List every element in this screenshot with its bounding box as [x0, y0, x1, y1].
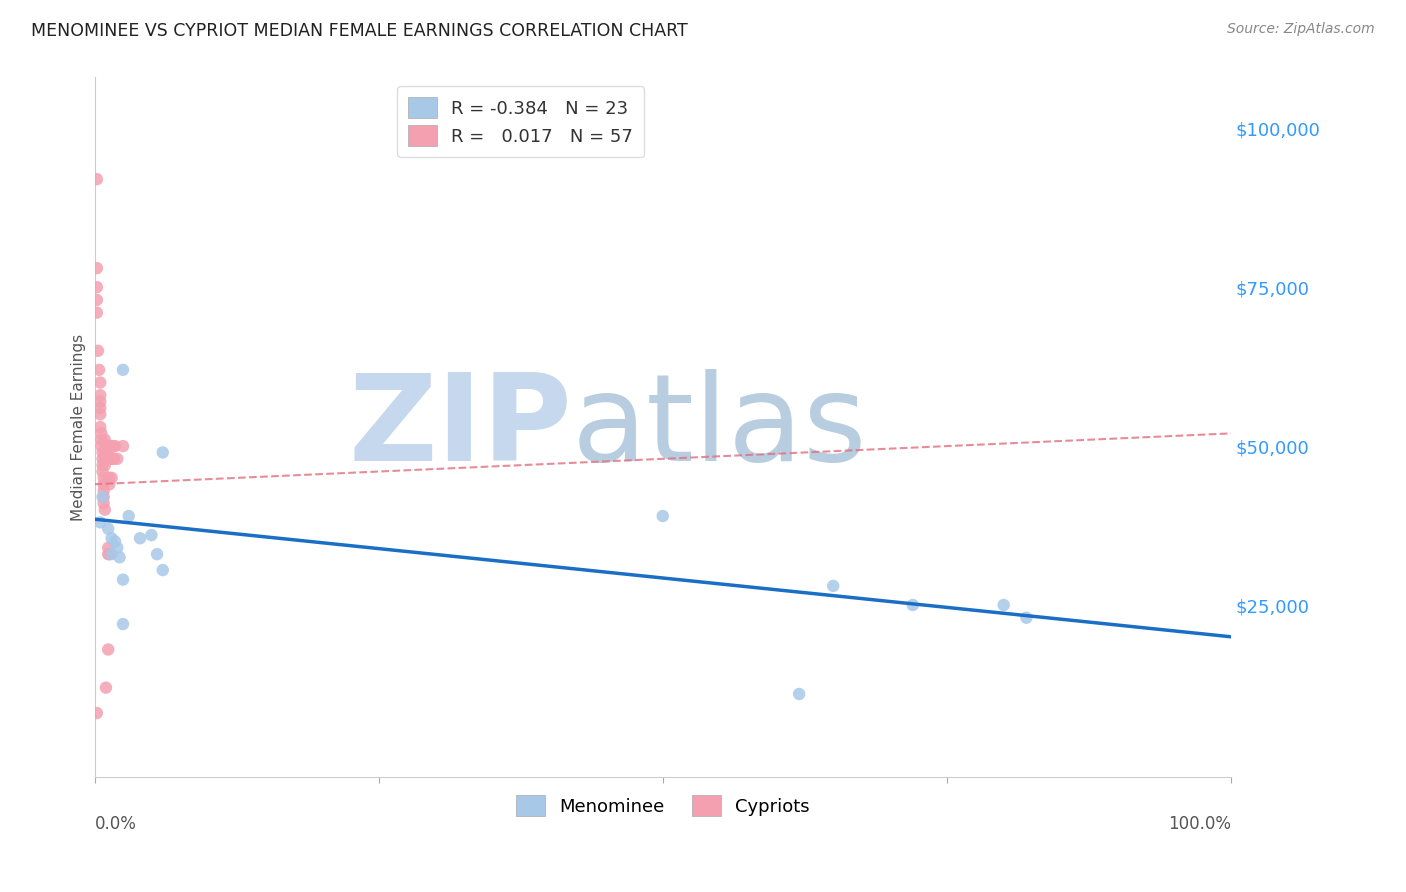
Text: atlas: atlas: [572, 368, 868, 485]
Point: [100, 451, 122, 466]
Point: [100, 439, 122, 453]
Point: [901, 598, 924, 612]
Point: [94, 433, 117, 447]
Point: [94, 439, 117, 453]
Point: [91, 465, 114, 479]
Point: [111, 439, 134, 453]
Point: [86, 293, 108, 307]
Point: [108, 550, 131, 565]
Point: [86, 261, 108, 276]
Text: 0.0%: 0.0%: [94, 815, 136, 833]
Point: [651, 508, 673, 523]
Point: [111, 363, 134, 377]
Point: [90, 426, 112, 441]
Point: [111, 617, 134, 632]
Point: [94, 458, 117, 472]
Point: [93, 496, 115, 510]
Point: [823, 579, 845, 593]
Point: [86, 706, 108, 720]
Point: [104, 534, 127, 549]
Point: [89, 516, 111, 530]
Point: [129, 531, 152, 545]
Point: [152, 563, 174, 577]
Text: ZIP: ZIP: [349, 368, 572, 485]
Point: [94, 451, 117, 466]
Point: [93, 471, 115, 485]
Point: [97, 642, 120, 657]
Point: [86, 280, 108, 294]
Point: [97, 522, 120, 536]
Point: [91, 490, 114, 504]
Point: [93, 490, 115, 504]
Point: [90, 433, 112, 447]
Point: [98, 471, 121, 485]
Point: [152, 445, 174, 459]
Point: [94, 445, 117, 459]
Point: [87, 363, 110, 377]
Point: [100, 531, 122, 545]
Point: [111, 573, 134, 587]
Y-axis label: Median Female Earnings: Median Female Earnings: [72, 334, 86, 521]
Point: [103, 451, 125, 466]
Point: [89, 388, 111, 402]
Text: Source: ZipAtlas.com: Source: ZipAtlas.com: [1227, 22, 1375, 37]
Point: [97, 547, 120, 561]
Point: [97, 541, 120, 555]
Point: [141, 528, 163, 542]
Point: [89, 376, 111, 390]
Point: [91, 445, 114, 459]
Text: 100.0%: 100.0%: [1168, 815, 1232, 833]
Point: [100, 439, 122, 453]
Point: [94, 445, 117, 459]
Point: [1015, 611, 1038, 625]
Point: [118, 508, 141, 523]
Point: [787, 687, 810, 701]
Point: [98, 439, 121, 453]
Point: [97, 439, 120, 453]
Point: [97, 445, 120, 459]
Point: [86, 172, 108, 186]
Point: [94, 451, 117, 466]
Point: [104, 439, 127, 453]
Point: [100, 451, 122, 466]
Point: [94, 502, 117, 516]
Point: [93, 483, 115, 498]
Point: [89, 394, 111, 409]
Point: [105, 451, 128, 466]
Point: [100, 471, 122, 485]
Legend: Menominee, Cypriots: Menominee, Cypriots: [509, 789, 817, 823]
Point: [94, 681, 117, 695]
Point: [93, 477, 115, 491]
Point: [94, 445, 117, 459]
Point: [91, 458, 114, 472]
Point: [87, 343, 110, 358]
Point: [94, 439, 117, 453]
Point: [90, 439, 112, 453]
Point: [98, 547, 121, 561]
Point: [89, 401, 111, 415]
Text: MENOMINEE VS CYPRIOT MEDIAN FEMALE EARNINGS CORRELATION CHART: MENOMINEE VS CYPRIOT MEDIAN FEMALE EARNI…: [31, 22, 688, 40]
Point: [105, 541, 128, 555]
Point: [100, 547, 122, 561]
Point: [146, 547, 169, 561]
Point: [101, 439, 124, 453]
Point: [89, 407, 111, 421]
Point: [89, 420, 111, 434]
Point: [86, 305, 108, 319]
Point: [94, 451, 117, 466]
Point: [91, 451, 114, 466]
Point: [98, 477, 121, 491]
Point: [993, 598, 1015, 612]
